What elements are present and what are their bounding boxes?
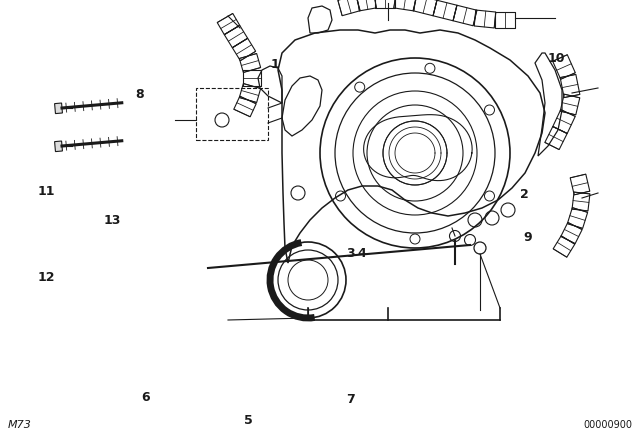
Text: 9: 9: [524, 231, 532, 244]
Text: 00000900: 00000900: [583, 420, 632, 430]
Text: 12: 12: [37, 271, 55, 284]
Text: M73: M73: [8, 420, 32, 430]
Text: 2: 2: [520, 188, 529, 202]
Text: 3: 3: [346, 246, 355, 260]
Text: 10: 10: [548, 52, 566, 65]
Text: 11: 11: [37, 185, 55, 198]
Text: 8: 8: [135, 87, 144, 101]
Text: 5: 5: [244, 414, 253, 427]
Text: 6: 6: [141, 391, 150, 405]
Polygon shape: [54, 141, 63, 151]
Text: 13: 13: [103, 214, 121, 227]
Polygon shape: [54, 103, 63, 114]
Text: 7: 7: [346, 393, 355, 406]
Text: 4: 4: [357, 246, 366, 260]
Text: 1: 1: [271, 58, 280, 72]
